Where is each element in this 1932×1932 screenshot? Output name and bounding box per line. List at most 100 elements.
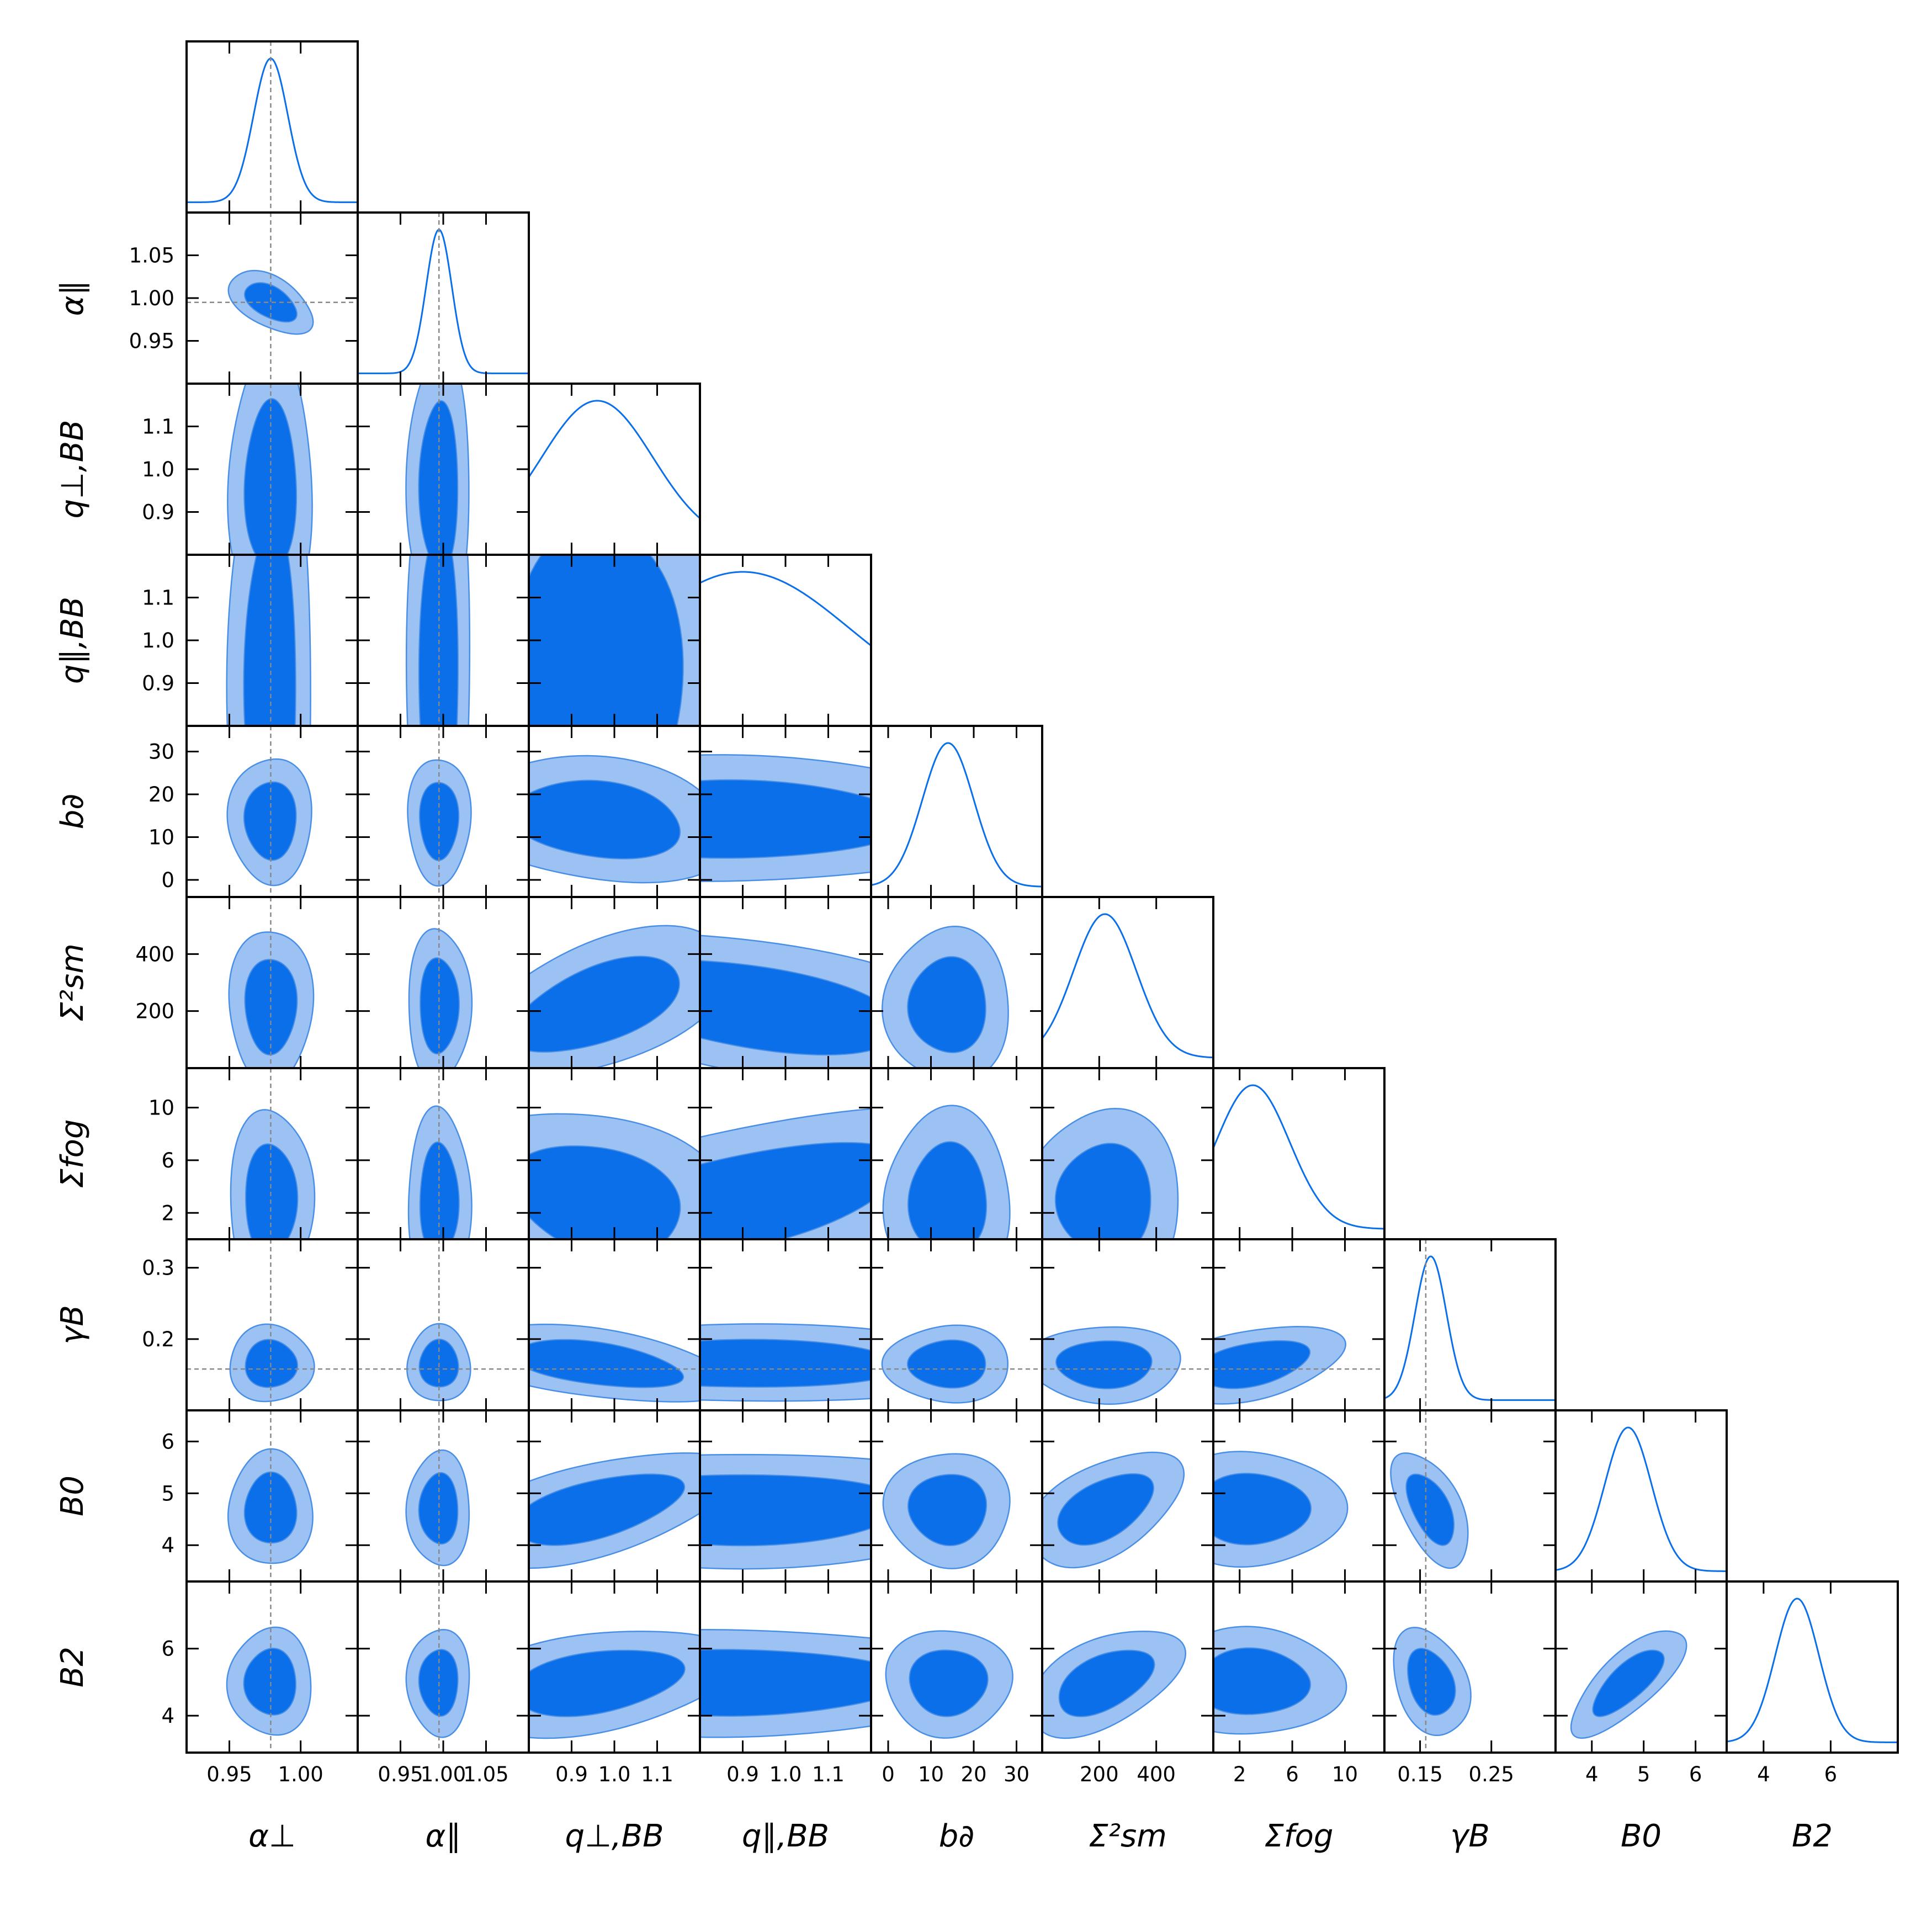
contour-68-3-0 [243,555,296,726]
x-tick-label: 1.1 [812,1763,845,1786]
y-tick-label: 1.0 [142,458,174,481]
panel-8-4 [870,1409,1043,1583]
x-tick-label: 0.15 [1397,1763,1442,1786]
y-axis-label-3: q∥,BB [55,597,91,684]
y-axis-label-4: b∂ [55,794,91,830]
x-tick-label: 30 [1004,1763,1029,1786]
panel-grid [185,40,1899,1754]
y-tick-label: 20 [148,783,174,806]
panel-6-2 [528,1067,701,1240]
y-tick-label: 1.00 [129,286,174,310]
y-tick-label: 200 [135,1000,174,1023]
y-tick-label: 0.9 [142,672,174,696]
x-tick-label: 1.00 [278,1763,323,1786]
y-tick-label: 10 [148,1096,174,1120]
y-axis-label-7: γB [55,1305,91,1345]
panel-9-2 [528,1580,701,1754]
marginal-curve-6 [1213,1084,1384,1230]
x-tick-label: 6 [1689,1763,1702,1786]
panel-7-4 [870,1238,1043,1411]
contour-68-9-8 [1592,1649,1665,1717]
contour-68-7-6 [1213,1340,1311,1389]
contour-68-3-2 [529,555,684,726]
y-tick-label: 400 [135,942,174,966]
x-axis-label-8: B0 [1621,1818,1662,1854]
x-tick-label: 6 [1824,1763,1838,1786]
x-tick-label: 0.9 [555,1763,588,1786]
contour-68-5-4 [907,956,986,1053]
x-axis-label-3: q∥,BB [742,1818,829,1854]
y-tick-label: 6 [161,1430,174,1453]
panel-9-4 [870,1580,1043,1754]
contour-68-7-3 [700,1339,871,1388]
panel-5-0 [185,896,359,1069]
x-tick-label: 4 [1585,1763,1599,1786]
contour-68-7-4 [906,1339,986,1389]
x-tick-label: 0.9 [726,1763,759,1786]
x-tick-label: 400 [1137,1763,1176,1786]
x-tick-label: 10 [1332,1763,1358,1786]
panel-8-2 [528,1409,701,1583]
marginal-curve-3 [700,571,871,646]
y-tick-label: 6 [161,1637,174,1661]
panel-3-2 [528,554,701,727]
x-tick-label: 2 [1233,1763,1246,1786]
contour-68-9-7 [1407,1648,1456,1716]
y-tick-label: 6 [161,1149,174,1172]
marginal-curve-5 [1042,913,1213,1059]
x-tick-label: 1.1 [641,1763,673,1786]
panel-9-1 [357,1580,530,1754]
axis-labels: 0.95 1.00 α⊥ 0.95 1.00 1.0 5 α∥ 0.9 1.0 1.1 q⊥,BB 0.… [55,244,1837,1855]
y-tick-label: 4 [161,1704,174,1728]
panel-7-2 [528,1238,701,1411]
y-tick-label: 2 [161,1201,174,1225]
marginal-curve-7 [1384,1255,1556,1401]
contour-68-8-4 [907,1474,988,1546]
y-axis-label-1: α∥ [55,280,91,316]
x-tick-label: 6 [1286,1763,1299,1786]
panel-9-3 [699,1580,872,1754]
x-tick-label: 10 [918,1763,944,1786]
contour-68-6-5 [1054,1143,1151,1239]
contour-68-8-6 [1213,1473,1312,1546]
x-tick-label: 20 [960,1763,986,1786]
contour-68-5-2 [529,956,680,1053]
contour-68-8-3 [700,1474,871,1547]
x-tick-label: 1.00 [421,1763,466,1786]
y-axis-label-5: Σ²sm [55,943,91,1022]
panel-7-3 [699,1238,872,1411]
contour-68-8-2 [529,1473,686,1546]
marginal-curve-9 [1727,1597,1898,1743]
panel-5-3 [699,896,872,1069]
panel-2-0 [185,383,359,556]
x-tick-label: 1.0 [769,1763,802,1786]
x-axis-label-9: B2 [1792,1818,1833,1854]
marginal-curve-1 [358,229,529,374]
panel-4-0 [185,725,359,898]
contour-68-9-5 [1058,1649,1155,1717]
y-axis-label-9: B2 [55,1647,91,1687]
contour-68-8-7 [1405,1473,1455,1546]
y-tick-label: 30 [148,740,174,764]
contour-68-2-1 [418,400,459,555]
x-axis-label-6: Σfog [1265,1818,1334,1854]
y-tick-label: 1.1 [142,586,174,610]
x-axis-label-0: α⊥ [248,1818,296,1854]
contour-68-4-2 [529,779,681,859]
y-tick-label: 0.95 [129,330,174,353]
panel-9-9 [1726,1580,1899,1754]
y-axis-label-6: Σfog [55,1119,91,1188]
contour-68-6-1 [419,1141,460,1239]
x-tick-label: 0.95 [206,1763,252,1786]
y-axis-label-2: q⊥,BB [55,420,91,519]
panel-7-6 [1212,1238,1386,1411]
panel-8-0 [185,1409,359,1583]
panel-9-0 [185,1580,359,1754]
panel-8-1 [357,1409,530,1583]
y-tick-label: 5 [161,1482,174,1505]
contour-68-9-6 [1213,1647,1311,1715]
panel-9-7 [1383,1580,1557,1754]
contour-68-7-5 [1055,1340,1153,1389]
marginal-curve-8 [1556,1426,1727,1572]
